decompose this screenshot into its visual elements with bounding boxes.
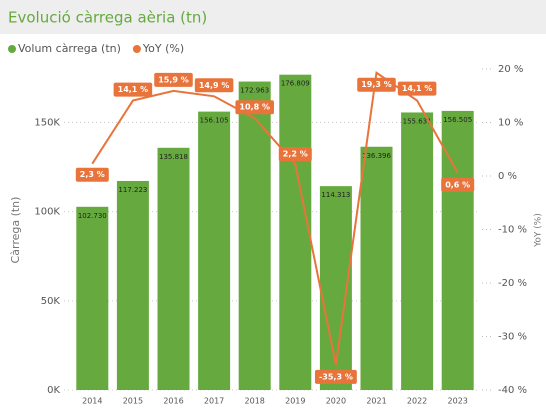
chart-title: Evolució càrrega aèria (tn): [8, 9, 207, 27]
x-tick-label: 2014: [82, 397, 102, 406]
point-label-box: [154, 72, 193, 87]
point-label-text: 10,8 %: [239, 103, 270, 112]
legend-marker: [132, 45, 141, 53]
point-label-text: 14,1 %: [118, 85, 149, 94]
y2-tick-label: -40 %: [498, 385, 527, 396]
point-label: 0,6 %: [441, 177, 475, 192]
point-label: 10,8 %: [235, 100, 274, 115]
bar-label: 136.396: [362, 152, 391, 160]
x-tick-label: 2019: [285, 397, 305, 406]
y2-axis-label: YoY (%): [534, 213, 544, 248]
bar: [198, 111, 231, 391]
point-label-text: -35,3 %: [319, 372, 353, 381]
y2-tick-label: -10 %: [498, 225, 527, 236]
bar-label: 156.505: [443, 116, 472, 124]
point-label-text: 2,3 %: [80, 170, 105, 179]
point-label-text: 15,9 %: [158, 75, 189, 84]
point-label-box: [113, 82, 153, 97]
x-tick-label: 2018: [245, 397, 265, 406]
point-label-box: [397, 81, 437, 96]
y-tick-label: 0K: [47, 385, 60, 396]
bar: [76, 206, 109, 390]
title-band: [0, 0, 546, 34]
bar: [157, 147, 190, 390]
x-tick-label: 2015: [123, 397, 143, 406]
point-label-box: [357, 77, 396, 92]
line: [91, 71, 459, 366]
x-tick-label: 2021: [366, 397, 386, 406]
y-tick-label: 100K: [34, 207, 60, 218]
point-label-text: 14,1 %: [402, 84, 433, 93]
legend-label: YoY (%): [142, 42, 184, 55]
point-label: 2,3 %: [75, 167, 109, 182]
point-label-text: 0,6 %: [445, 180, 470, 189]
bar-label: 172.963: [240, 87, 269, 95]
bar-label: 156.105: [200, 117, 229, 125]
bar-label: 102.730: [78, 212, 107, 220]
bar: [360, 146, 393, 390]
point-label: 19,3 %: [357, 77, 396, 92]
x-tick-label: 2020: [326, 397, 346, 406]
point-label-box: [278, 147, 312, 162]
bar: [441, 110, 474, 390]
point-label-text: 19,3 %: [361, 80, 392, 89]
bar-label: 114.313: [321, 191, 350, 199]
bar-label: 155.631: [403, 117, 432, 125]
point-label-box: [441, 177, 475, 192]
bar-label: 135.818: [159, 153, 188, 161]
bar-label: 176.809: [281, 80, 310, 88]
x-tick-label: 2023: [448, 397, 468, 406]
bar: [279, 74, 312, 390]
point-label: 14,1 %: [397, 81, 437, 96]
bar: [238, 81, 271, 390]
point-label-box: [314, 369, 357, 384]
point-label: 14,1 %: [113, 82, 153, 97]
point-label: 14,9 %: [194, 78, 234, 93]
legend-label: Volum càrrega (tn): [18, 42, 121, 55]
bar: [401, 112, 434, 390]
point-label-box: [235, 100, 274, 115]
point-label-text: 14,9 %: [199, 81, 230, 90]
y2-tick-label: 20 %: [498, 64, 523, 75]
y2-tick-label: -20 %: [498, 278, 527, 289]
y-tick-label: 50K: [41, 296, 61, 307]
y2-tick-label: 0 %: [498, 171, 517, 182]
bar-label: 117.223: [118, 186, 147, 194]
y-tick-label: 150K: [34, 118, 60, 129]
point-label: 15,9 %: [154, 72, 193, 87]
x-tick-label: 2022: [407, 397, 427, 406]
point-label-box: [194, 78, 234, 93]
x-tick-label: 2017: [204, 397, 224, 406]
x-tick-label: 2016: [163, 397, 183, 406]
point-label-text: 2,2 %: [283, 150, 308, 159]
point-label: -35,3 %: [314, 369, 357, 384]
y-axis-label: Càrrega (tn): [9, 197, 22, 264]
point-label-box: [75, 167, 109, 182]
legend-marker: [8, 45, 16, 53]
point-label: 2,2 %: [278, 147, 312, 162]
y2-tick-label: 10 %: [498, 118, 523, 129]
bar: [116, 180, 149, 390]
y2-tick-label: -30 %: [498, 332, 527, 343]
